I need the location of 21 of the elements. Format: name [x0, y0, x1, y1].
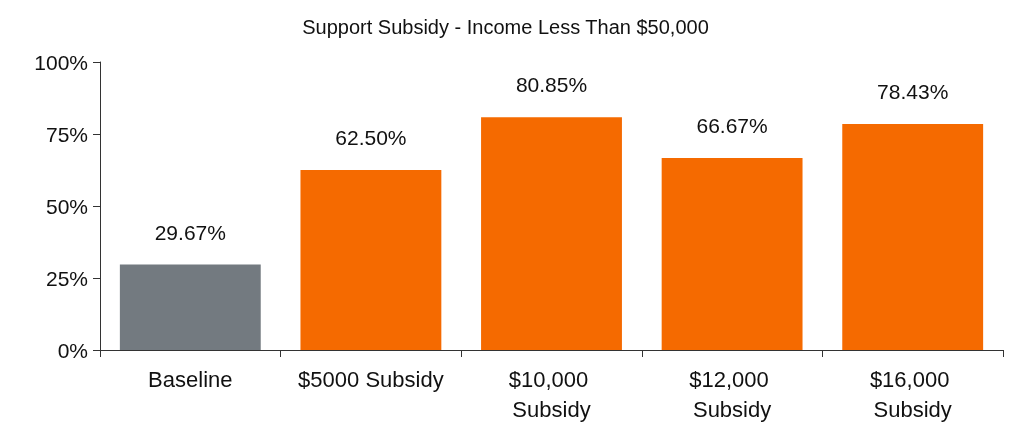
- y-tick-label: 25%: [45, 266, 88, 290]
- data-label: 80.85%: [515, 73, 588, 97]
- chart-title: Support Subsidy - Income Less Than $50,000: [302, 16, 709, 38]
- bar: [119, 264, 261, 350]
- y-tick-label: 100%: [34, 50, 88, 74]
- bar: [300, 170, 442, 350]
- x-tick-label: $10,000 Subsidy: [508, 366, 595, 422]
- x-tick-label: $12,000 Subsidy: [689, 366, 775, 422]
- data-label: 78.43%: [877, 80, 949, 104]
- y-tick-label: 0%: [57, 338, 88, 362]
- bar: [481, 117, 622, 350]
- bar: [842, 124, 984, 350]
- data-label: 29.67%: [154, 220, 226, 244]
- y-tick-label: 50%: [45, 194, 88, 218]
- x-tick-label: Baseline: [148, 366, 233, 392]
- x-tick-label: $16,000 Subsidy: [869, 366, 956, 422]
- data-label: 66.67%: [696, 113, 768, 137]
- x-tick-label: $5000 Subsidy: [298, 366, 444, 392]
- bar: [661, 157, 803, 350]
- data-label: 62.50%: [335, 126, 407, 149]
- y-tick-label: 75%: [45, 122, 88, 146]
